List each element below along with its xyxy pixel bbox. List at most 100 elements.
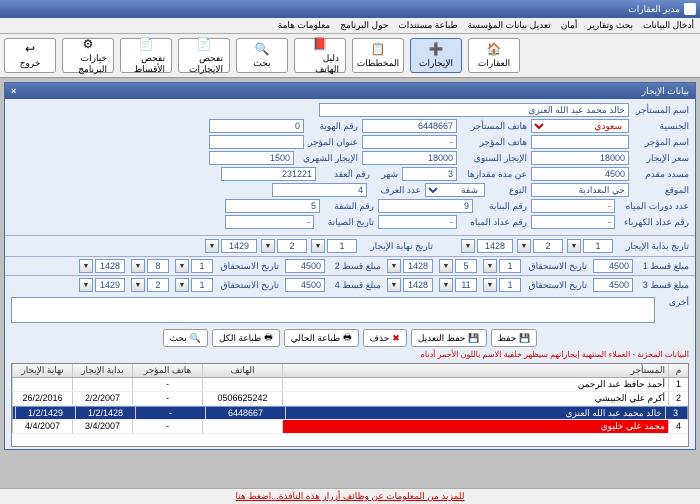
building-no-label: رقم البناية [477, 201, 527, 212]
dropdown-icon[interactable]: ▼ [131, 278, 145, 292]
dropdown-icon[interactable]: ▼ [175, 278, 189, 292]
toolbar-icon: 📋 [370, 42, 386, 56]
delete-button[interactable]: ✖حذف [363, 329, 407, 347]
type-select[interactable]: شقة [425, 183, 485, 197]
menu-item[interactable]: أمان [561, 20, 578, 31]
inst4-d[interactable] [191, 278, 213, 292]
apt-no-input[interactable] [225, 199, 320, 213]
landlord-phone-input[interactable] [362, 135, 457, 149]
inst4-amount[interactable] [285, 278, 325, 292]
toolbar-label: خيارات البرنامج [69, 53, 107, 75]
tenant-name-input[interactable] [319, 103, 629, 117]
inst3-d[interactable] [499, 278, 521, 292]
dropdown-icon[interactable]: ▼ [205, 239, 219, 253]
inst2-amount[interactable] [285, 259, 325, 273]
location-input[interactable] [531, 183, 629, 197]
inst1-amount[interactable] [593, 259, 633, 273]
dropdown-icon[interactable]: ▼ [387, 278, 401, 292]
start-day[interactable] [583, 239, 613, 253]
table-row[interactable]: 3خالد محمد عبد الله العنزي6448667-1/2/14… [12, 406, 688, 420]
rent-price-input[interactable] [531, 151, 629, 165]
inst4-m[interactable] [147, 278, 169, 292]
contract-input[interactable] [221, 167, 316, 181]
dropdown-icon[interactable]: ▼ [175, 259, 189, 273]
end-month[interactable] [277, 239, 307, 253]
dropdown-icon[interactable]: ▼ [439, 278, 453, 292]
toolbar-button[interactable]: 📄تفحص الايجارات [178, 38, 230, 73]
rent-year-input[interactable] [362, 151, 457, 165]
panel-title: بيانات الإيجار [642, 86, 689, 97]
panel-header: بيانات الإيجار × [5, 83, 695, 99]
period-input[interactable] [402, 167, 457, 181]
table-row[interactable]: 1أحمد حافظ عبد الرحمن- [12, 378, 688, 392]
toolbar-button[interactable]: 🔍بحث [236, 38, 288, 73]
dropdown-icon[interactable]: ▼ [79, 278, 93, 292]
dropdown-icon[interactable]: ▼ [311, 239, 325, 253]
inst2-m[interactable] [147, 259, 169, 273]
dropdown-icon[interactable]: ▼ [461, 239, 475, 253]
landlord-input[interactable] [531, 135, 629, 149]
toolbar-button[interactable]: 📄تفحص الأقساط [120, 38, 172, 73]
menu-item[interactable]: معلومات هامة [278, 20, 330, 31]
baths-input[interactable] [531, 199, 615, 213]
save-edit-button[interactable]: 💾حفظ التعديل [411, 329, 487, 347]
start-month[interactable] [533, 239, 563, 253]
inst3-y[interactable] [403, 278, 433, 292]
tenant-phone-input[interactable] [362, 119, 457, 133]
menu-item[interactable]: تعديل بيانات المؤسسة [468, 20, 551, 31]
dropdown-icon[interactable]: ▼ [131, 259, 145, 273]
menu-item[interactable]: بحث وتقارير [587, 20, 633, 31]
rent-month-input[interactable] [209, 151, 294, 165]
toolbar-button[interactable]: 📕دليل الهاتف [294, 38, 346, 73]
dropdown-icon[interactable]: ▼ [79, 259, 93, 273]
inst2-d[interactable] [191, 259, 213, 273]
other-textarea[interactable] [11, 297, 655, 323]
dropdown-icon[interactable]: ▼ [517, 239, 531, 253]
dropdown-icon[interactable]: ▼ [261, 239, 275, 253]
elec-input[interactable] [531, 215, 615, 229]
panel-close-icon[interactable]: × [11, 86, 16, 96]
toolbar-button[interactable]: ➕الإيجارات [410, 38, 462, 73]
inst1-y[interactable] [403, 259, 433, 273]
footer-help-link[interactable]: للمزيد من المعلومات عن وظائف أزرار هذه ا… [0, 488, 700, 504]
inst3-m[interactable] [455, 278, 477, 292]
print-all-button[interactable]: 🖶طباعة الكل [212, 329, 280, 347]
building-no-input[interactable] [378, 199, 473, 213]
end-year[interactable] [221, 239, 257, 253]
inst1-d[interactable] [499, 259, 521, 273]
table-row[interactable]: 2أكرم علي الحبيشي0506625242-2/2/200726/2… [12, 392, 688, 406]
end-day[interactable] [327, 239, 357, 253]
inst1-m[interactable] [455, 259, 477, 273]
inst2-y[interactable] [95, 259, 125, 273]
inst4-y[interactable] [95, 278, 125, 292]
dropdown-icon[interactable]: ▼ [439, 259, 453, 273]
maint-input[interactable] [225, 215, 314, 229]
nationality-select[interactable]: سعودي [531, 119, 629, 133]
toolbar-button[interactable]: 🏠العقارات [468, 38, 520, 73]
table-body[interactable]: 1أحمد حافظ عبد الرحمن-2أكرم علي الحبيشي0… [12, 378, 688, 446]
table-row[interactable]: 4محمد علي خليوي-3/4/20074/4/2007 [12, 420, 688, 434]
inst3-amount[interactable] [593, 278, 633, 292]
dropdown-icon[interactable]: ▼ [387, 259, 401, 273]
advance-input[interactable] [531, 167, 629, 181]
toolbar-button[interactable]: ⚙خيارات البرنامج [62, 38, 114, 73]
rooms-input[interactable] [272, 183, 367, 197]
save-button[interactable]: 💾حفظ [491, 329, 538, 347]
start-year[interactable] [477, 239, 513, 253]
toolbar-icon: 📄 [196, 37, 212, 51]
menu-item[interactable]: حول البرنامج [340, 20, 388, 31]
toolbar-button[interactable]: 📋المخططات [352, 38, 404, 73]
print-current-button[interactable]: 🖶طباعة الحالي [284, 329, 359, 347]
id-no-input[interactable] [209, 119, 304, 133]
search-button[interactable]: 🔍بحث [163, 329, 208, 347]
dropdown-icon[interactable]: ▼ [483, 259, 497, 273]
water-input[interactable] [378, 215, 457, 229]
menu-item[interactable]: طباعة مستندات [398, 20, 457, 31]
dropdown-icon[interactable]: ▼ [567, 239, 581, 253]
col-name: المستأجر [282, 364, 668, 377]
dropdown-icon[interactable]: ▼ [483, 278, 497, 292]
inst3-due-label: تاريخ الاستحقاق [527, 280, 587, 291]
toolbar-button[interactable]: ↩خروج [4, 38, 56, 73]
landlord-addr-input[interactable] [209, 135, 304, 149]
menu-item[interactable]: أدخال البيانات [643, 20, 694, 31]
